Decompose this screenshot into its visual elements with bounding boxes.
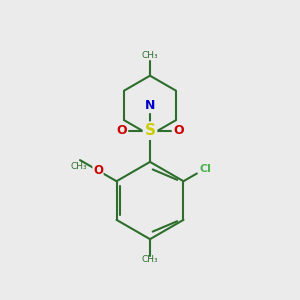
Text: CH₃: CH₃ (142, 255, 158, 264)
Text: Cl: Cl (200, 164, 211, 174)
Text: CH₃: CH₃ (70, 162, 87, 171)
Text: S: S (145, 123, 155, 138)
Text: N: N (145, 99, 155, 112)
Text: O: O (116, 124, 127, 137)
Text: O: O (93, 164, 103, 177)
Text: CH₃: CH₃ (142, 51, 158, 60)
Text: O: O (173, 124, 184, 137)
